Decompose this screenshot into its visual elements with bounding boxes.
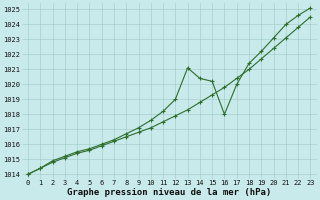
X-axis label: Graphe pression niveau de la mer (hPa): Graphe pression niveau de la mer (hPa)	[67, 188, 271, 197]
